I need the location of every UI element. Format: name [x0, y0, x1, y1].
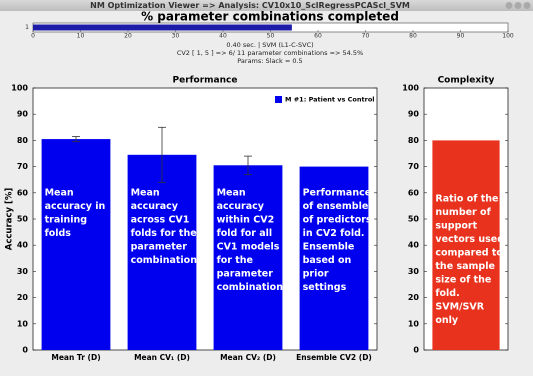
x-tick-label: 0 — [31, 33, 35, 40]
bar-annotation: Ratio of the — [435, 194, 498, 205]
y-tick-label: 60 — [17, 188, 29, 197]
bar-annotation: prior — [303, 269, 329, 280]
bar-annotation: Performance — [303, 188, 372, 199]
bar-annotation: SVM/SVR — [435, 302, 484, 313]
x-tick-label: 30 — [172, 33, 180, 40]
bar-annotation: size of the — [435, 275, 491, 286]
bar-annotation: of predictors — [303, 215, 372, 226]
y-tick-label: 80 — [408, 136, 420, 145]
bar-annotation: Mean — [217, 188, 246, 199]
y-tick-label: 10 — [17, 319, 29, 328]
y-tick-label: 80 — [17, 136, 29, 145]
bar-annotation: Mean — [45, 188, 74, 199]
legend-label: M #1: Patient vs Control — [285, 96, 375, 104]
bar-annotation: folds for the — [131, 228, 197, 239]
x-tick-label: 100 — [502, 33, 514, 40]
y-tick-label: 50 — [408, 215, 420, 224]
y-tick-label: 1 — [25, 24, 29, 31]
progress-bar — [33, 24, 292, 31]
legend-swatch — [275, 96, 282, 103]
bar-annotation: only — [435, 315, 459, 326]
y-tick-label: 90 — [408, 110, 420, 119]
progress-info: Params: Slack = 0.5 — [237, 57, 302, 65]
y-tick-label: 100 — [402, 84, 419, 93]
title-bar — [0, 0, 533, 11]
y-tick-label: 40 — [408, 241, 420, 250]
bar-annotation: number of — [435, 207, 491, 218]
x-tick-label: 80 — [409, 33, 417, 40]
x-tick-label: 90 — [457, 33, 465, 40]
bar-annotation: vectors used — [435, 234, 504, 245]
x-tick-label: 20 — [124, 33, 132, 40]
bar — [127, 154, 197, 350]
y-tick-label: 30 — [408, 267, 420, 276]
x-tick-label: 10 — [77, 33, 85, 40]
bar-annotation: accuracy — [217, 201, 265, 212]
bar-annotation: support — [435, 221, 477, 232]
bar-annotation: of ensemble — [303, 201, 369, 212]
bar-annotation: CV1 models — [217, 242, 280, 253]
bar-annotation: combination — [217, 282, 284, 293]
y-tick-label: 50 — [17, 215, 29, 224]
y-tick-label: 90 — [17, 110, 29, 119]
y-tick-label: 30 — [17, 267, 29, 276]
chart-title: Performance — [173, 76, 238, 86]
progress-title: % parameter combinations completed — [141, 10, 399, 24]
bar-annotation: accuracy in — [45, 201, 106, 212]
bar-annotation: compared to — [435, 248, 503, 259]
progress-info: 0.40 sec. | SVM (L1-C-SVC) — [226, 41, 313, 49]
x-tick-label: Mean CV₂ (D) — [220, 353, 276, 362]
bar-annotation: the sample — [435, 261, 495, 272]
y-tick-label: 0 — [22, 346, 28, 355]
x-tick-label: Mean Tr (D) — [51, 353, 100, 362]
y-tick-label: 20 — [408, 293, 420, 302]
maximize-button[interactable] — [514, 2, 522, 9]
x-tick-label: 40 — [219, 33, 227, 40]
bar-annotation: for the — [217, 255, 253, 266]
progress-info: CV2 [ 1, 5 ] => 6/ 11 parameter combinat… — [177, 49, 363, 57]
x-tick-label: Mean CV₁ (D) — [134, 353, 190, 362]
bar-annotation: Ensemble — [303, 242, 355, 253]
y-tick-label: 70 — [17, 162, 29, 171]
bar-annotation: training — [45, 215, 87, 226]
minimize-button[interactable] — [505, 2, 513, 9]
y-tick-label: 100 — [11, 84, 28, 93]
bar — [41, 139, 111, 350]
y-tick-label: 20 — [17, 293, 29, 302]
bar-annotation: across CV1 — [131, 215, 190, 226]
bar-annotation: fold for all — [217, 228, 273, 239]
bar — [213, 165, 283, 350]
y-axis-label: Accuracy [%] — [5, 188, 15, 251]
x-tick-label: Ensemble CV2 (D) — [296, 353, 372, 362]
bar-annotation: in CV2 fold. — [303, 228, 365, 239]
y-tick-label: 0 — [413, 346, 419, 355]
bar-annotation: combination — [131, 255, 198, 266]
bar — [299, 166, 369, 350]
x-tick-label: 50 — [267, 33, 275, 40]
bar-annotation: fold. — [435, 288, 459, 299]
chart-title: Complexity — [438, 76, 495, 86]
close-button[interactable] — [523, 2, 531, 9]
y-tick-label: 70 — [408, 162, 420, 171]
bar-annotation: accuracy — [131, 201, 179, 212]
bar-annotation: within CV2 — [217, 215, 275, 226]
bar-annotation: parameter — [217, 269, 274, 280]
window-title: NM Optimization Viewer => Analysis: CV10… — [90, 1, 410, 10]
bar — [432, 140, 500, 350]
x-tick-label: 70 — [362, 33, 370, 40]
bar-annotation: Mean — [131, 188, 160, 199]
bar-annotation: settings — [303, 282, 347, 293]
bar-annotation: folds — [45, 228, 72, 239]
bar-annotation: parameter — [131, 242, 188, 253]
y-tick-label: 10 — [408, 319, 420, 328]
y-tick-label: 40 — [17, 241, 29, 250]
bar-annotation: based on — [303, 255, 352, 266]
y-tick-label: 60 — [408, 188, 420, 197]
x-tick-label: 60 — [314, 33, 322, 40]
